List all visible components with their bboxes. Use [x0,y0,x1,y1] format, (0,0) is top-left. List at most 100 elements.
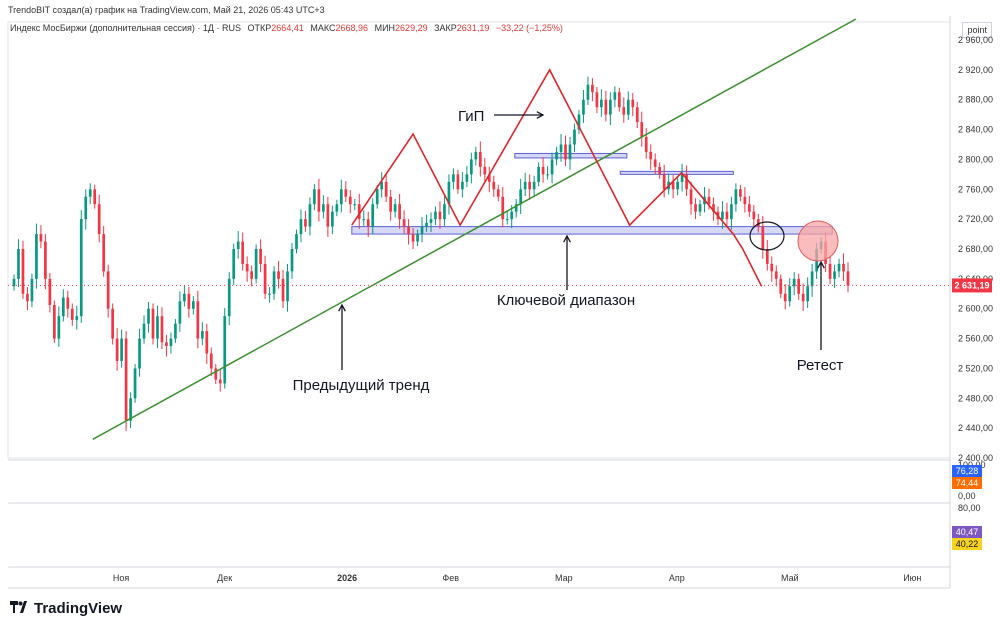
candle-body [53,304,56,339]
candle-body [75,316,79,320]
candle-body [828,263,832,279]
candle-body [268,293,271,295]
candle-body [402,219,406,227]
candle-body [93,189,97,205]
current-price-label: 2 631,19 [954,280,989,290]
candle-body [644,137,648,152]
candle-body [35,234,38,279]
symbol-name[interactable]: Индекс МосБиржи (дополнительная сессия) … [10,23,242,33]
candle-body [227,278,231,317]
low-label: МИН [374,23,396,33]
candle-body [407,226,410,235]
candle-body [236,241,240,249]
candle-body [420,226,424,235]
price-tick-label: 2 920,00 [958,65,993,75]
candle-body [461,181,464,190]
osc1-value-badge [952,477,982,489]
candle-body [299,219,303,235]
candle-body [438,211,442,220]
candle-body [353,204,357,206]
candle-body [138,338,141,369]
candle-body [434,211,437,220]
candle-body [26,293,29,302]
candle-body [192,301,195,309]
candle-body [79,219,83,317]
price-tick-label: 2 720,00 [958,214,993,224]
candle-body [384,181,388,197]
candle-body [519,189,523,205]
candle-body [586,84,590,100]
candle-body [429,219,433,223]
candle-body [393,204,397,212]
price-tick-label: 2 880,00 [958,95,993,105]
candle-body [537,166,540,182]
candle-body [452,174,455,182]
candle-body [595,92,599,108]
osc2-value-label: 40,47 [956,527,979,537]
candle-body [465,174,469,182]
candle-body [743,196,747,205]
candle-body [626,99,630,115]
price-scale-unit-button[interactable]: point [962,22,992,38]
candle-body [263,263,267,294]
candle-body [97,204,101,235]
candle-body [129,398,132,421]
price-tick-label: 2 400,00 [958,453,993,463]
tradingview-logo[interactable]: TradingView [10,600,122,617]
candle-body [48,278,52,305]
brand-name: TradingView [34,600,123,617]
time-tick-label: Ноя [113,573,130,583]
candle-body [344,189,348,197]
candle-body [635,107,639,123]
price-tick-label: 2 840,00 [958,125,993,135]
candle-body [102,234,106,272]
pattern-label: ГиП [458,108,484,125]
osc1-tick-label: 0,00 [958,491,976,501]
candle-body [362,219,366,221]
candle-body [546,174,549,176]
candle-body [70,308,74,320]
time-tick-label: Апр [669,573,685,583]
candle-body [658,166,662,175]
trend-label: Предыдущий тренд [293,377,430,394]
osc2-value-badge [952,538,982,550]
attribution: TrendoBIT создал(а) график на TradingVie… [8,5,325,15]
candle-body [389,196,392,212]
candle-body [178,301,182,324]
candle-body [187,293,191,309]
candle-body [174,323,177,339]
candle-body [124,338,128,421]
candle-body [254,249,258,279]
candle-body [756,219,760,227]
candle-body [478,151,482,167]
trend-arrow-head [338,303,346,312]
candle-body [640,122,644,138]
time-tick-label: Июн [903,573,921,583]
candle-body [371,204,375,227]
breakout-marker [749,221,785,251]
candle-body [797,278,801,294]
candle-body [689,189,693,205]
candle-body [84,196,88,220]
candle-body [111,308,114,339]
candle-body [17,249,20,279]
candle-body [698,204,702,212]
candle-body [160,316,164,343]
candle-body [707,196,711,205]
candle-body [322,204,325,212]
candle-body [765,249,769,264]
candle-body [411,234,415,242]
time-tick-label: Май [781,573,799,583]
pattern-arrow-head [536,111,545,119]
candle-body [748,204,751,212]
candle-body [30,278,34,302]
candle-body [783,293,787,302]
candle-body [232,249,236,279]
candle-body [568,144,572,160]
candle-body [147,308,150,324]
osc2-value-label: 40,22 [956,539,979,549]
candle-body [331,211,334,227]
candle-body [846,271,850,286]
candle-body [120,338,123,361]
